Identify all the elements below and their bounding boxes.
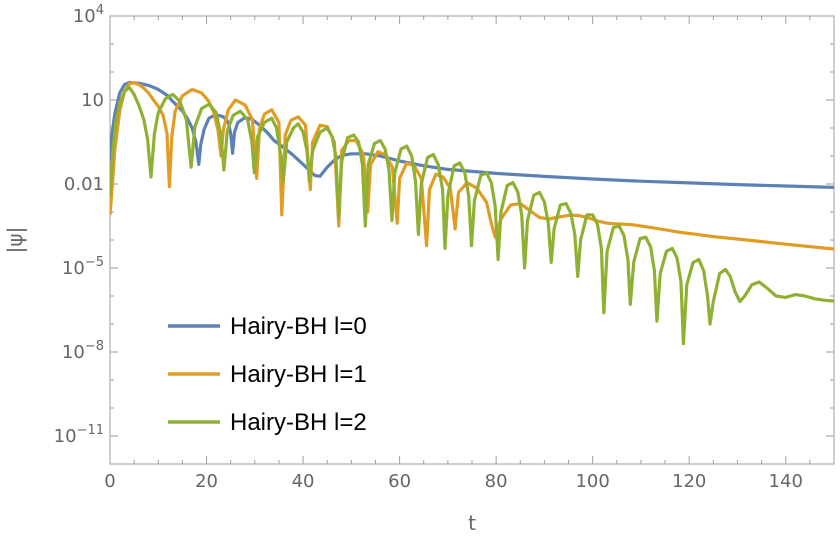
x-tick-label: 60 <box>388 471 411 492</box>
x-tick-label: 140 <box>769 471 803 492</box>
legend-label-l0: Hairy-BH l=0 <box>230 313 367 340</box>
y-tick-label: 104 <box>73 3 104 27</box>
ticks: 0 20 40 60 80 100 120 140 104 10 0.01 10−5 10−8 10−11 <box>54 3 835 492</box>
y-tick-label: 10 <box>81 90 104 111</box>
series-line-l1 <box>110 81 834 251</box>
y-tick-label: 10−11 <box>54 423 104 447</box>
x-axis-label: t <box>468 511 476 535</box>
series-layer <box>110 81 834 346</box>
y-tick-label: 0.01 <box>64 174 104 195</box>
y-axis-label: |ψ| <box>3 227 27 254</box>
x-tick-label: 40 <box>292 471 315 492</box>
x-tick-label: 20 <box>195 471 218 492</box>
legend: Hairy-BH l=0 Hairy-BH l=1 Hairy-BH l=2 <box>168 313 367 436</box>
y-tick-label: 10−5 <box>62 255 104 279</box>
x-tick-label: 100 <box>575 471 609 492</box>
y-tick-label: 10−8 <box>62 339 104 363</box>
series-line-l2 <box>110 85 834 346</box>
x-tick-label: 80 <box>485 471 508 492</box>
legend-label-l2: Hairy-BH l=2 <box>230 409 367 436</box>
x-tick-label: 0 <box>104 471 115 492</box>
x-tick-label: 120 <box>672 471 706 492</box>
legend-label-l1: Hairy-BH l=1 <box>230 361 367 388</box>
